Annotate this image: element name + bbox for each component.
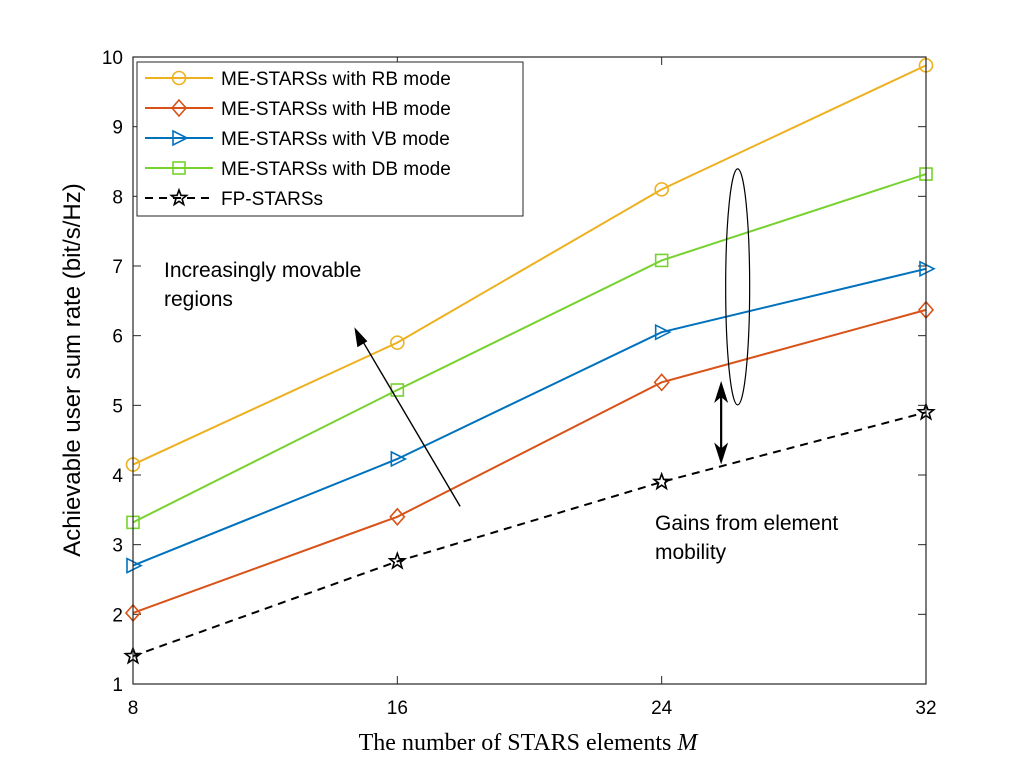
series-line-1 <box>132 308 927 614</box>
legend-label-3: ME-STARSs with DB mode <box>221 159 451 180</box>
annotation-movable-regions: Increasingly movable regions <box>164 259 361 311</box>
legend-marker-3 <box>172 161 186 175</box>
legend-marker-1 <box>170 98 188 118</box>
axis-labels: Achievable user sum rate (bit/s/Hz) The … <box>59 183 699 756</box>
series-line-2 <box>132 267 927 567</box>
x-tick-label-16: 16 <box>387 698 408 719</box>
series-2 <box>126 260 936 574</box>
legend-marker-2 <box>172 129 189 147</box>
y-tick-label-3: 3 <box>112 536 123 557</box>
plot-frame <box>132 56 927 685</box>
annotation-gains: Gains from element mobility <box>655 512 838 564</box>
y-tick-label-4: 4 <box>112 466 123 487</box>
x-tick-label-32: 32 <box>915 698 936 719</box>
series-layer <box>123 58 936 665</box>
x-axis-label: The number of STARS elements M <box>359 730 700 756</box>
legend-label-2: ME-STARSs with VB mode <box>221 129 450 150</box>
y-tick-label-6: 6 <box>112 327 123 348</box>
y-tick-label-10: 10 <box>102 48 123 69</box>
legend-label-1: ME-STARSs with HB mode <box>221 99 451 120</box>
legend-marker-0 <box>171 70 187 86</box>
legend-item-1: ME-STARSs with HB mode <box>145 98 451 120</box>
x-axis-label-text: The number of STARS elements <box>359 730 672 756</box>
data-point-2-2 <box>654 323 672 341</box>
legend-item-0: ME-STARSs with RB mode <box>145 69 451 90</box>
legend-marker-4 <box>169 187 189 207</box>
axis-ticks: 1 2 3 4 5 6 7 8 9 10 8 16 24 32 <box>102 48 937 719</box>
data-point-0-1 <box>390 335 405 350</box>
legend-item-3: ME-STARSs with DB mode <box>145 159 451 180</box>
gain-arrowhead-top <box>714 380 729 403</box>
x-tick-label-24: 24 <box>651 698 673 719</box>
data-point-2-0 <box>126 557 143 574</box>
series-line-4 <box>132 411 927 658</box>
annotation-arrowhead <box>354 327 368 348</box>
legend: ME-STARSs with RB mode ME-STARSs with HB … <box>136 61 524 217</box>
annotation-arrow-line <box>359 336 461 507</box>
y-tick-label-1: 1 <box>112 675 123 696</box>
legend-item-4: FP-STARSs <box>145 187 323 210</box>
annotation-movable-line-0: Increasingly movable <box>164 259 361 282</box>
x-tick-label-8: 8 <box>128 698 139 719</box>
y-tick-label-7: 7 <box>112 257 123 278</box>
annotation-gains-line-1: mobility <box>655 541 727 564</box>
data-point-2-3 <box>919 260 936 278</box>
data-point-4-1 <box>387 551 408 570</box>
y-tick-label-2: 2 <box>112 605 123 626</box>
annotations: Increasingly movable regions Gains from el… <box>164 168 838 564</box>
legend-label-0: ME-STARSs with RB mode <box>221 69 451 90</box>
series-line-0 <box>132 64 927 466</box>
y-tick-label-9: 9 <box>112 118 123 139</box>
annotation-gains-line-0: Gains from element <box>655 512 838 535</box>
y-tick-label-5: 5 <box>112 396 123 417</box>
legend-label-4: FP-STARSs <box>221 189 323 210</box>
annotation-ellipse <box>725 168 751 406</box>
annotation-movable-line-1: regions <box>164 288 233 311</box>
y-axis-label: Achievable user sum rate (bit/s/Hz) <box>59 183 86 556</box>
data-point-3-2 <box>654 253 669 268</box>
data-point-4-2 <box>651 471 672 491</box>
data-point-0-2 <box>654 182 669 197</box>
legend-item-2: ME-STARSs with VB mode <box>145 129 450 150</box>
data-point-1-2 <box>653 373 670 392</box>
data-point-1-1 <box>389 507 406 527</box>
y-tick-label-8: 8 <box>112 187 123 208</box>
gain-arrowhead-bottom <box>714 442 729 465</box>
data-point-2-1 <box>390 450 408 468</box>
x-axis-label-variable: M <box>676 730 699 756</box>
series-line-3 <box>132 173 927 524</box>
